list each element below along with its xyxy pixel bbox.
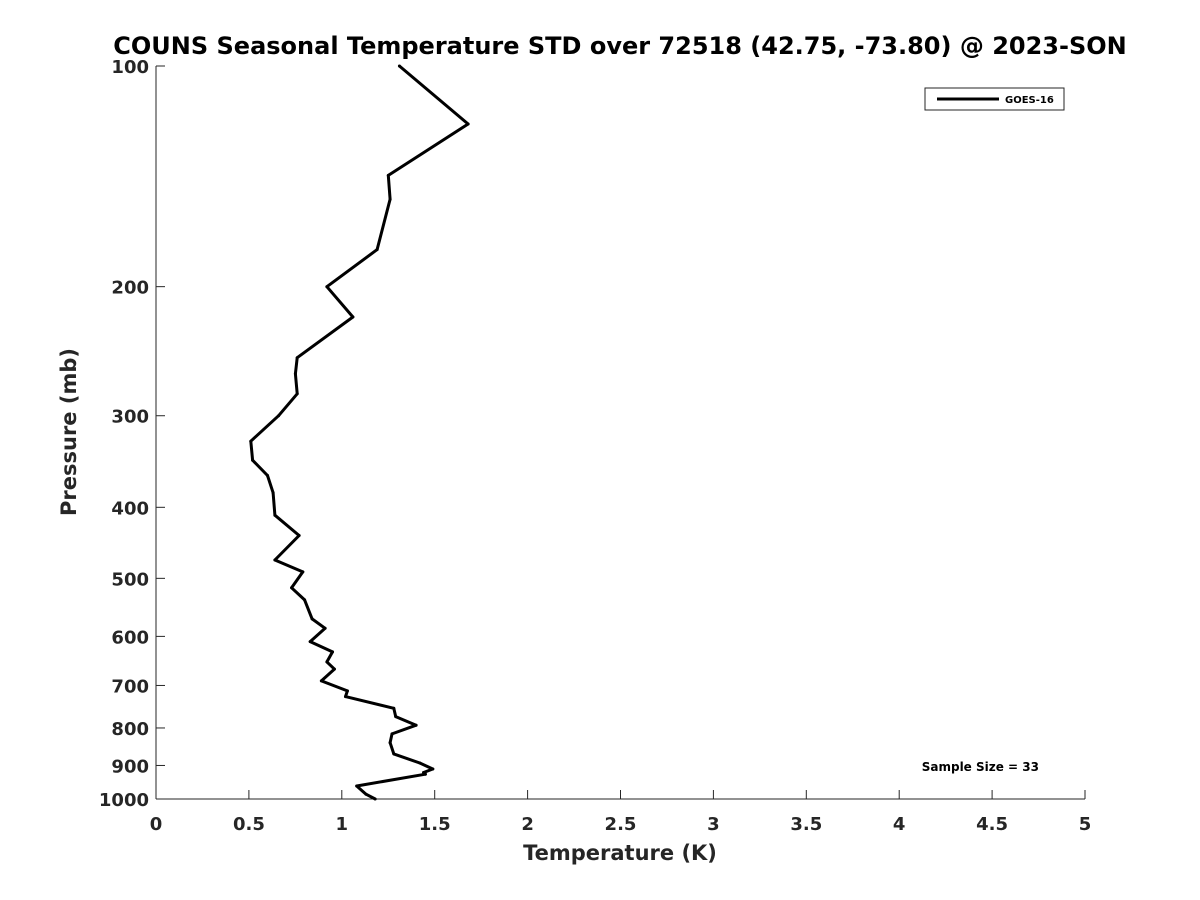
- y-tick-label: 400: [111, 498, 149, 519]
- x-axis-label: Temperature (K): [523, 841, 717, 865]
- data-point: [325, 285, 329, 289]
- data-point: [388, 197, 392, 201]
- x-tick-label: 4: [893, 814, 906, 835]
- data-point: [466, 122, 470, 126]
- data-point: [249, 439, 253, 443]
- data-point: [332, 667, 336, 671]
- x-tick-label: 0: [150, 814, 163, 835]
- data-point: [303, 598, 307, 602]
- data-point: [394, 715, 398, 719]
- x-tick-label: 1.5: [419, 814, 451, 835]
- x-tick-label: 2.5: [605, 814, 637, 835]
- plot-area: [156, 66, 1085, 799]
- data-point: [310, 617, 314, 621]
- legend-label-goes-16: GOES-16: [1005, 95, 1054, 106]
- data-point: [351, 315, 355, 319]
- x-tick-label: 4.5: [976, 814, 1008, 835]
- data-point: [331, 650, 334, 654]
- data-point: [301, 570, 305, 574]
- legend: GOES-16: [924, 87, 1065, 111]
- y-tick-label: 800: [111, 719, 149, 740]
- y-tick-label: 900: [111, 756, 149, 777]
- x-tick-label: 0.5: [233, 814, 265, 835]
- data-point: [308, 640, 312, 644]
- x-tick-label: 3: [707, 814, 720, 835]
- chart-title: COUNS Seasonal Temperature STD over 7251…: [113, 32, 1126, 60]
- data-point: [373, 797, 377, 801]
- data-point: [431, 767, 435, 771]
- y-tick-label: 1000: [99, 790, 149, 811]
- y-tick-label: 300: [111, 407, 149, 428]
- data-point: [290, 586, 294, 590]
- data-point: [392, 752, 396, 756]
- series-layer: [249, 64, 470, 801]
- data-point: [271, 491, 275, 495]
- y-axis-label: Pressure (mb): [57, 348, 81, 516]
- data-point: [388, 741, 392, 745]
- x-tick-label: 2: [521, 814, 534, 835]
- data-point: [386, 173, 390, 177]
- data-point: [423, 772, 427, 776]
- y-tick-label: 600: [111, 627, 149, 648]
- y-tick-label: 500: [111, 569, 149, 590]
- data-point: [375, 248, 379, 252]
- data-point: [295, 356, 299, 360]
- x-tick-label: 1: [336, 814, 349, 835]
- data-point: [364, 792, 368, 796]
- data-point: [344, 695, 347, 699]
- data-point: [418, 761, 422, 765]
- y-tick-label: 200: [111, 278, 149, 299]
- y-tick-label: 100: [111, 57, 149, 78]
- data-point: [392, 706, 396, 710]
- x-tick-label: 5: [1079, 814, 1092, 835]
- data-point: [273, 513, 277, 517]
- x-tick-label: 3.5: [790, 814, 822, 835]
- data-point: [397, 64, 401, 68]
- data-point: [345, 689, 349, 693]
- data-point: [295, 392, 299, 396]
- data-point: [323, 626, 327, 630]
- data-point: [273, 558, 277, 562]
- data-point: [293, 372, 297, 376]
- data-point: [297, 534, 301, 537]
- y-tick-label: 700: [111, 676, 149, 697]
- data-point: [319, 679, 323, 683]
- data-point: [266, 474, 269, 477]
- data-point: [277, 414, 281, 418]
- data-point: [325, 660, 329, 664]
- axes: 0 0.5 1 1.5 2 2.5 3 3.5 4 4.5 5 100 200 300 400 500 600 7…: [99, 57, 1091, 835]
- data-point: [414, 723, 418, 727]
- data-point: [355, 784, 359, 788]
- data-point: [251, 458, 255, 462]
- sample-size-annotation: Sample Size = 33: [922, 760, 1039, 774]
- data-point: [390, 732, 394, 736]
